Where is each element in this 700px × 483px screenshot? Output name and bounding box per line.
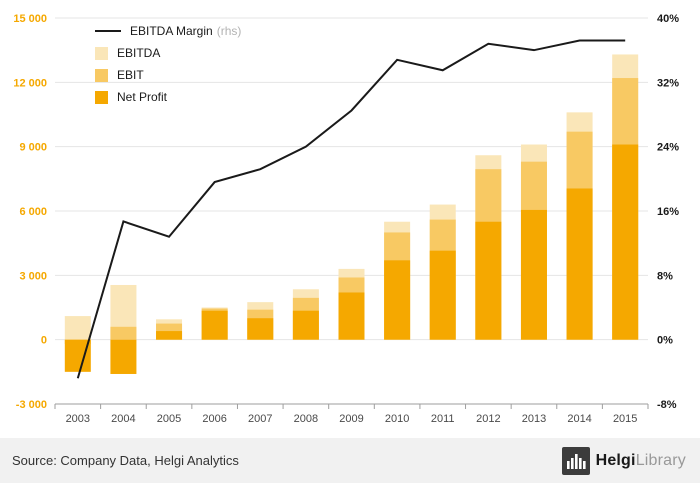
legend-label: EBIT bbox=[117, 68, 144, 82]
y-axis-right-label: 8% bbox=[657, 270, 673, 282]
y-axis-right-label: 40% bbox=[657, 13, 679, 25]
bar-ebitda-2003 bbox=[64, 316, 91, 340]
x-axis-label: 2012 bbox=[476, 413, 500, 425]
bar-net-profit-2015 bbox=[612, 144, 639, 340]
x-axis-label: 2004 bbox=[111, 413, 135, 425]
x-axis-label: 2005 bbox=[157, 413, 181, 425]
legend-item-ebitda-margin: EBITDA Margin (rhs) bbox=[95, 24, 241, 38]
bar-net-profit-2009 bbox=[338, 292, 365, 340]
x-axis-label: 2010 bbox=[385, 413, 409, 425]
bar-net-profit-2011 bbox=[429, 250, 456, 340]
line-swatch-icon bbox=[95, 30, 121, 32]
y-axis-right-label: 32% bbox=[657, 77, 679, 89]
y-axis-right-label: 16% bbox=[657, 206, 679, 218]
chart-area: -3 000 -8% 0 0% 3 000 8% 6 000 16% 9 000 24% 12 00… bbox=[13, 13, 680, 425]
legend-item-ebitda: EBITDA bbox=[95, 46, 241, 60]
bar-net-profit-2006 bbox=[201, 310, 228, 340]
x-axis-label: 2011 bbox=[431, 413, 455, 425]
helgi-logo-icon bbox=[561, 446, 590, 475]
ebitda-swatch-icon bbox=[95, 46, 108, 60]
x-axis-label: 2007 bbox=[248, 413, 272, 425]
bar-net-profit-2013 bbox=[520, 209, 547, 340]
x-axis-label: 2014 bbox=[567, 413, 591, 425]
y-axis-left-label: 12 000 bbox=[13, 77, 47, 89]
y-axis-left-label: 0 bbox=[41, 335, 47, 347]
bar-ebit-2004 bbox=[110, 326, 137, 340]
bar-net-profit-2004 bbox=[110, 339, 137, 374]
legend-label: EBITDA bbox=[117, 46, 161, 60]
legend-label: Net Profit bbox=[117, 90, 168, 104]
y-axis-left-label: 9 000 bbox=[19, 142, 47, 154]
legend-label: EBITDA Margin bbox=[130, 24, 213, 38]
bar-net-profit-2005 bbox=[156, 331, 183, 340]
line-ebitda-margin bbox=[76, 39, 626, 379]
legend-item-net-profit: Net Profit bbox=[95, 90, 241, 104]
y-axis-right-label: -8% bbox=[657, 399, 677, 411]
x-axis-label: 2009 bbox=[339, 413, 363, 425]
legend: EBITDA Margin (rhs) EBITDA EBIT Net Prof… bbox=[95, 24, 241, 104]
y-axis-left-label: -3 000 bbox=[16, 399, 47, 411]
chart-svg: -3 000 -8% 0 0% 3 000 8% 6 000 16% 9 000 24% 12 00… bbox=[13, 13, 679, 425]
bar-net-profit-2010 bbox=[384, 260, 411, 340]
y-axis-left-label: 6 000 bbox=[19, 206, 47, 218]
x-axis-label: 2008 bbox=[294, 413, 318, 425]
x-axis-label: 2013 bbox=[522, 413, 546, 425]
net-profit-swatch-icon bbox=[95, 90, 108, 104]
bar-net-profit-2007 bbox=[247, 318, 274, 340]
y-axis-left-label: 3 000 bbox=[19, 270, 47, 282]
brand-library: Library bbox=[635, 451, 686, 469]
brand-text: HelgiLibrary bbox=[596, 452, 686, 470]
helgi-library-logo: HelgiLibrary bbox=[561, 446, 686, 475]
y-axis-right-label: 24% bbox=[657, 142, 679, 154]
bar-net-profit-2012 bbox=[475, 221, 502, 340]
footer: Source: Company Data, Helgi Analytics He… bbox=[0, 438, 700, 483]
bar-net-profit-2008 bbox=[292, 310, 319, 340]
x-axis-label: 2015 bbox=[613, 413, 637, 425]
legend-item-ebit: EBIT bbox=[95, 68, 241, 82]
y-axis-right-label: 0% bbox=[657, 335, 673, 347]
source-text: Source: Company Data, Helgi Analytics bbox=[12, 453, 239, 468]
y-axis-left-label: 15 000 bbox=[13, 13, 47, 25]
bar-net-profit-2014 bbox=[566, 188, 593, 340]
x-axis-label: 2003 bbox=[66, 413, 90, 425]
legend-suffix: (rhs) bbox=[216, 24, 242, 38]
brand-helgi: Helgi bbox=[595, 451, 636, 469]
x-axis-label: 2006 bbox=[202, 413, 226, 425]
ebit-swatch-icon bbox=[95, 68, 108, 82]
